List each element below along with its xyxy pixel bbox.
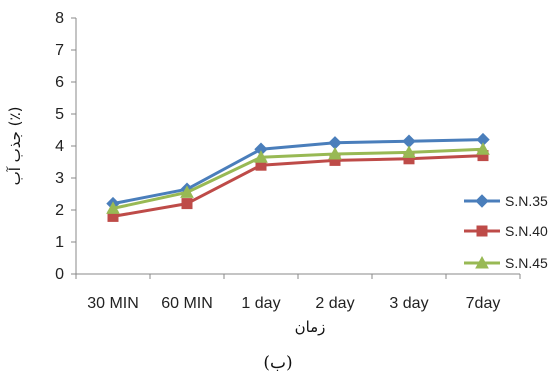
legend-label: S.N.35	[505, 193, 548, 209]
data-point	[181, 198, 193, 210]
series-s-n-40	[107, 150, 489, 222]
y-tick-label: 3	[55, 170, 64, 187]
y-tick-label: 7	[55, 42, 64, 59]
data-point	[475, 194, 489, 208]
y-tick-label: 6	[55, 74, 64, 91]
series-line	[112, 138, 484, 206]
y-tick-label: 1	[55, 234, 64, 251]
x-axis-title: زمان	[295, 318, 326, 336]
series-line	[112, 147, 484, 210]
series-lines	[106, 132, 490, 222]
y-tick-label: 8	[55, 10, 64, 27]
y-tick-label: 5	[55, 106, 64, 123]
data-point	[475, 255, 489, 269]
data-point	[106, 201, 120, 214]
y-axis-title: جذب آب (٪)	[6, 107, 24, 186]
y-tick-label: 2	[55, 202, 64, 219]
legend-entry: S.N.40	[464, 223, 548, 239]
data-point	[328, 146, 342, 160]
legend-label: S.N.45	[505, 255, 548, 271]
legend-entry: S.N.35	[464, 193, 548, 209]
x-tick-label: 1 day	[241, 295, 280, 312]
legend-label: S.N.40	[505, 223, 548, 239]
figure-caption: (ب)	[263, 353, 292, 373]
x-tick-label: 2 day	[315, 295, 354, 312]
y-axis: 0 1 2 3 4 5 6 7 8	[55, 10, 77, 283]
data-point	[476, 142, 490, 155]
x-axis: 30 MIN 60 MIN 1 day 2 day 3 day 7day	[75, 273, 521, 312]
legend-entry: S.N.45	[464, 255, 548, 271]
y-tick-label: 0	[55, 266, 64, 283]
x-tick-label: 7day	[466, 295, 501, 312]
series-line	[112, 154, 484, 218]
data-point	[180, 185, 194, 198]
data-point	[402, 145, 416, 158]
legend: S.N.35 S.N.40 S.N.45	[464, 193, 548, 271]
data-point	[254, 150, 268, 163]
x-tick-label: 30 MIN	[87, 295, 139, 312]
data-point	[476, 225, 488, 237]
series-s-n-45	[106, 142, 490, 214]
y-tick-label: 4	[55, 138, 64, 155]
x-tick-label: 60 MIN	[161, 295, 213, 312]
x-tick-label: 3 day	[389, 295, 428, 312]
